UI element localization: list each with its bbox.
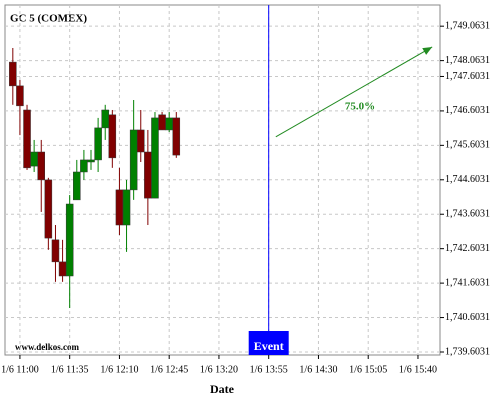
y-tick-label: 1,741.6031 xyxy=(445,277,490,288)
candle-body xyxy=(137,129,145,153)
x-tick-label: 1/6 11:00 xyxy=(1,364,39,375)
candle-body xyxy=(158,114,166,131)
x-tick-label: 1/6 15:05 xyxy=(349,364,387,375)
arrow-line xyxy=(275,46,433,138)
y-tick-label: 1,747.6031 xyxy=(445,71,490,82)
candle-body xyxy=(115,189,124,226)
candle-body xyxy=(144,151,152,199)
candle-body xyxy=(23,109,31,169)
x-tick-label: 1/6 13:55 xyxy=(250,364,288,375)
x-tick-label: 1/6 15:40 xyxy=(399,364,437,375)
candle-body xyxy=(80,159,88,173)
event-box xyxy=(248,331,289,355)
candle-body xyxy=(58,261,67,277)
candle-body xyxy=(16,85,24,107)
candle-body xyxy=(129,129,138,191)
candle-body xyxy=(101,109,109,129)
x-tick-label: 1/6 13:20 xyxy=(200,364,238,375)
candle-body xyxy=(94,127,102,161)
x-tick-label: 1/6 12:45 xyxy=(150,364,188,375)
chart-title: GC 5 (COMEX) xyxy=(10,13,87,25)
event-label: Event xyxy=(254,339,284,353)
candle-body xyxy=(44,179,53,239)
candle-body xyxy=(65,203,74,277)
y-tick-label: 1,743.6031 xyxy=(445,209,490,220)
y-tick-label: 1,749.0631 xyxy=(445,20,490,31)
y-tick-label: 1,748.0631 xyxy=(445,55,490,66)
watermark: www.delkos.com xyxy=(15,342,80,352)
y-tick-label: 1,739.6031 xyxy=(445,346,490,357)
y-tick-label: 1,746.6031 xyxy=(445,105,490,116)
arrow-label: 75.0% xyxy=(345,100,375,112)
candle-body xyxy=(165,117,173,131)
arrow-head xyxy=(422,46,433,55)
candle-body xyxy=(51,239,60,263)
y-tick-label: 1,740.6031 xyxy=(445,312,490,323)
x-axis-label: Date xyxy=(210,382,235,396)
candle-body xyxy=(30,151,38,167)
candle-body xyxy=(172,117,181,156)
x-tick-label: 1/6 12:10 xyxy=(100,364,138,375)
candle-body xyxy=(151,117,159,199)
candle-body xyxy=(9,61,17,87)
candle-body xyxy=(108,114,117,159)
candle-body xyxy=(37,151,45,181)
y-tick-label: 1,742.6031 xyxy=(445,243,490,254)
candle-body xyxy=(122,189,131,226)
candle-body xyxy=(73,171,81,201)
candle-body xyxy=(87,159,95,163)
x-tick-label: 1/6 14:30 xyxy=(299,364,337,375)
x-tick-label: 1/6 11:35 xyxy=(51,364,89,375)
y-tick-label: 1,744.6031 xyxy=(445,174,490,185)
y-tick-label: 1,745.6031 xyxy=(445,140,490,151)
